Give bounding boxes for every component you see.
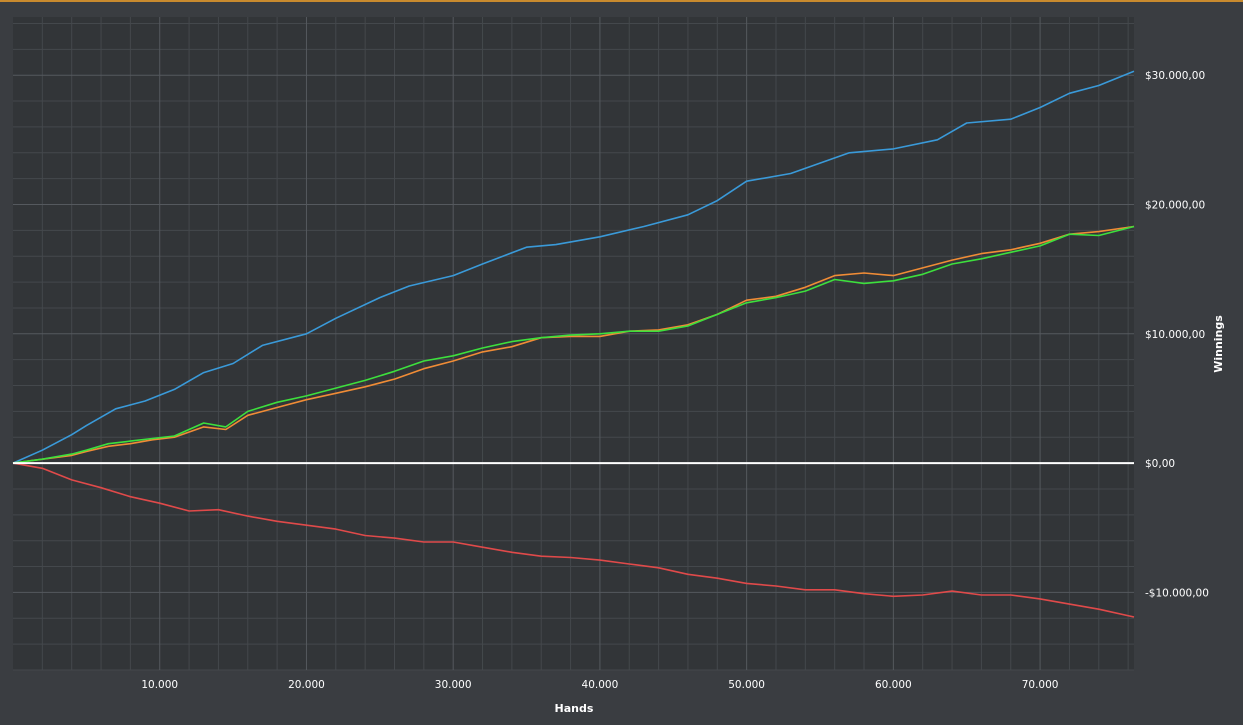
y-axis-title: Winnings [1212,315,1225,373]
x-tick-label: 70.000 [1022,679,1059,691]
series-line-4 [12,462,1135,618]
x-tick-label: 60.000 [875,679,912,691]
x-tick-label: 20.000 [288,679,325,691]
minor-grid [13,17,1134,671]
x-axis-ticks: 10.000 20.000 30.000 40.000 50.000 60.000 70.0… [141,679,1058,691]
series-line-3 [12,225,1135,464]
y-axis-ticks: -$10.000,00 $0,00 $10.000,00 $20.000,00 $30.… [1145,70,1209,599]
y-tick-label: -$10.000,00 [1145,587,1209,599]
plot-area [13,17,1134,670]
y-tick-label: $30.000,00 [1145,70,1205,82]
series-line-1 [12,70,1135,464]
y-tick-label: $20.000,00 [1145,199,1205,211]
x-tick-label: 40.000 [582,679,619,691]
series-layer [12,70,1135,618]
top-accent-strip [0,0,1243,2]
x-tick-label: 50.000 [728,679,765,691]
x-tick-label: 10.000 [141,679,178,691]
x-tick-label: 30.000 [435,679,472,691]
y-tick-label: $10.000,00 [1145,329,1205,341]
x-axis-title: Hands [555,702,594,715]
y-tick-label: $0,00 [1145,458,1175,470]
